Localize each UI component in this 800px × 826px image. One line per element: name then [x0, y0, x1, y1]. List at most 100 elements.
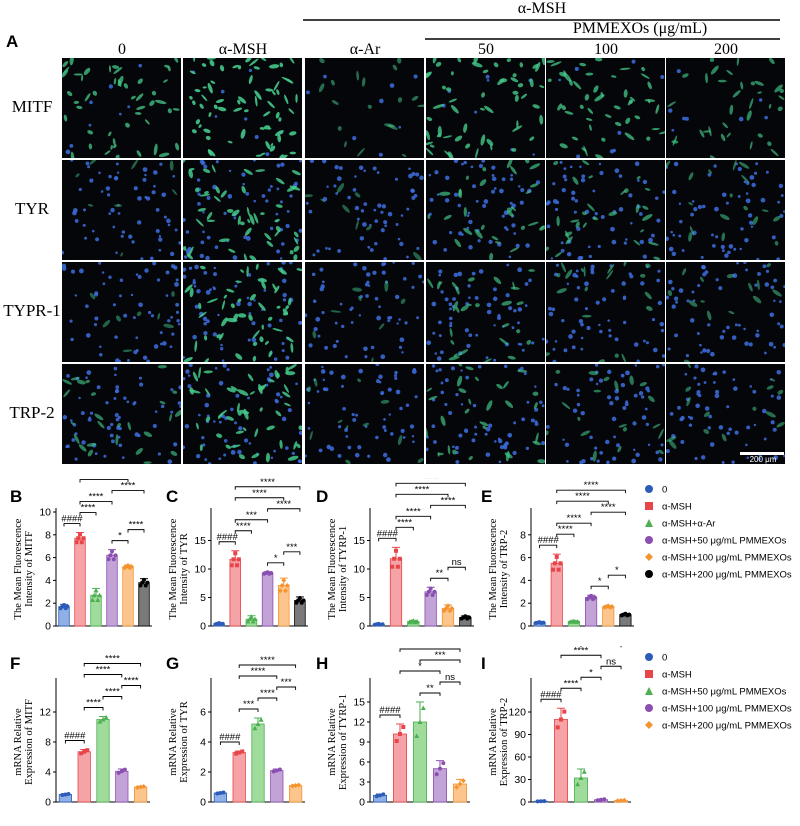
panel-letter-g: G: [166, 654, 180, 673]
significance-label: *: [118, 531, 122, 542]
data-point: [581, 769, 587, 774]
data-point: [539, 799, 543, 804]
y-tick-label: 4: [45, 767, 51, 779]
bar: [232, 752, 246, 803]
bar: [270, 770, 284, 803]
data-point: [245, 619, 251, 624]
y-tick-label: 8: [45, 737, 51, 749]
data-point: [110, 549, 114, 554]
data-point: [277, 588, 283, 594]
data-point: [234, 751, 239, 756]
data-point: [119, 769, 124, 774]
data-point: [141, 783, 147, 789]
y-tick-label: 2: [200, 767, 206, 779]
significance-label: ****: [251, 666, 266, 677]
data-point: [258, 717, 264, 722]
significance-label: **: [426, 646, 434, 650]
y-axis-label: Expression of TRP-2: [499, 698, 510, 786]
data-point: [535, 799, 540, 804]
row-label-trp2: TRP-2: [9, 403, 55, 422]
y-tick-label: 6: [520, 552, 526, 564]
significance-bracket: [395, 493, 449, 498]
data-point: [235, 563, 240, 568]
condition-label-0: 0: [118, 41, 126, 58]
significance-bracket: [234, 497, 285, 501]
significance-bracket: [430, 577, 449, 582]
data-point: [417, 719, 423, 724]
significance-bracket: [430, 504, 466, 509]
y-tick-label: 3: [359, 777, 365, 789]
data-point: [602, 797, 607, 802]
panel-letter-h: H: [316, 654, 329, 673]
data-point: [603, 604, 609, 610]
data-point: [103, 714, 109, 720]
data-point: [134, 785, 140, 791]
data-point: [558, 561, 563, 566]
y-tick-label: 0: [45, 621, 51, 633]
significance-label: ****: [397, 517, 412, 528]
data-point: [621, 797, 627, 803]
significance-label: *: [274, 553, 278, 564]
data-point: [592, 595, 597, 600]
chart-tyrp1-fluorescence: The Mean Fluorescence Intensity of TYRP-1…: [327, 478, 474, 633]
significance-label: ####: [61, 514, 83, 525]
panel-letter-f: F: [10, 654, 21, 673]
y-tick-label: 5: [359, 592, 365, 604]
condition-label-msh: α-MSH: [218, 41, 268, 58]
significance-bracket: [238, 664, 297, 668]
legend-label: α-MSH+α-Ar: [662, 519, 715, 530]
panel-letter-c: C: [166, 487, 179, 506]
significance-bracket: [580, 676, 602, 681]
group-label: α-MSH: [517, 0, 567, 17]
legend-label: 0: [662, 485, 667, 496]
panel-letter-a: A: [6, 32, 19, 51]
legend-marker: [645, 553, 653, 561]
significance-bracket: [111, 540, 129, 544]
data-point: [601, 604, 607, 610]
y-axis-label: mRNA Relative: [168, 708, 179, 776]
bar: [138, 582, 150, 627]
significance-label: ****: [129, 520, 144, 531]
micrograph-2-4: [546, 262, 665, 362]
data-point: [236, 557, 241, 562]
y-axis-label: mRNA Relative: [13, 708, 24, 776]
legend-label: α-MSH+100 μg/mL PMMEXOs: [662, 553, 792, 564]
data-point: [106, 557, 111, 562]
significance-bracket: [607, 574, 626, 579]
scale-bar-label: 200 μm: [749, 455, 777, 464]
significance-label: ****: [441, 495, 456, 506]
significance-label: ****: [564, 678, 579, 689]
bar: [413, 721, 428, 803]
data-point: [424, 592, 429, 597]
significance-bracket: [267, 508, 301, 512]
micrograph-3-5: [666, 364, 785, 464]
y-axis-label: Intensity of MITF: [24, 531, 35, 607]
y-tick-label: 0: [359, 797, 365, 809]
significance-bracket: [219, 741, 240, 745]
chart-tyrp1-mrna: mRNA Relative Expression of TYRP-1 0 3 6 9 12 1…: [327, 646, 470, 809]
data-point: [129, 564, 135, 570]
data-point: [599, 797, 603, 802]
significance-label: ****: [260, 688, 275, 699]
significance-label: ns: [452, 557, 462, 568]
significance-bracket: [83, 663, 142, 667]
significance-bracket: [79, 512, 97, 516]
y-axis-label: Expression of TYRP-1: [338, 694, 349, 790]
bar: [550, 562, 563, 627]
significance-label: ****: [260, 478, 275, 488]
micrograph-3-2: [305, 364, 424, 464]
significance-label: ****: [252, 488, 267, 499]
significance-label: ****: [96, 665, 111, 676]
micrograph-1-2: [305, 160, 424, 260]
micrograph-2-5: [666, 262, 785, 362]
micrograph-1-4: [546, 160, 665, 260]
data-point: [95, 597, 101, 603]
significance-label: ####: [540, 689, 562, 700]
bar: [261, 572, 274, 627]
data-point: [447, 608, 453, 614]
significance-label: ****: [601, 502, 616, 513]
legend-marker: [645, 536, 653, 544]
data-point: [609, 604, 615, 610]
significance-label: ****: [105, 654, 120, 665]
data-point: [550, 567, 555, 572]
